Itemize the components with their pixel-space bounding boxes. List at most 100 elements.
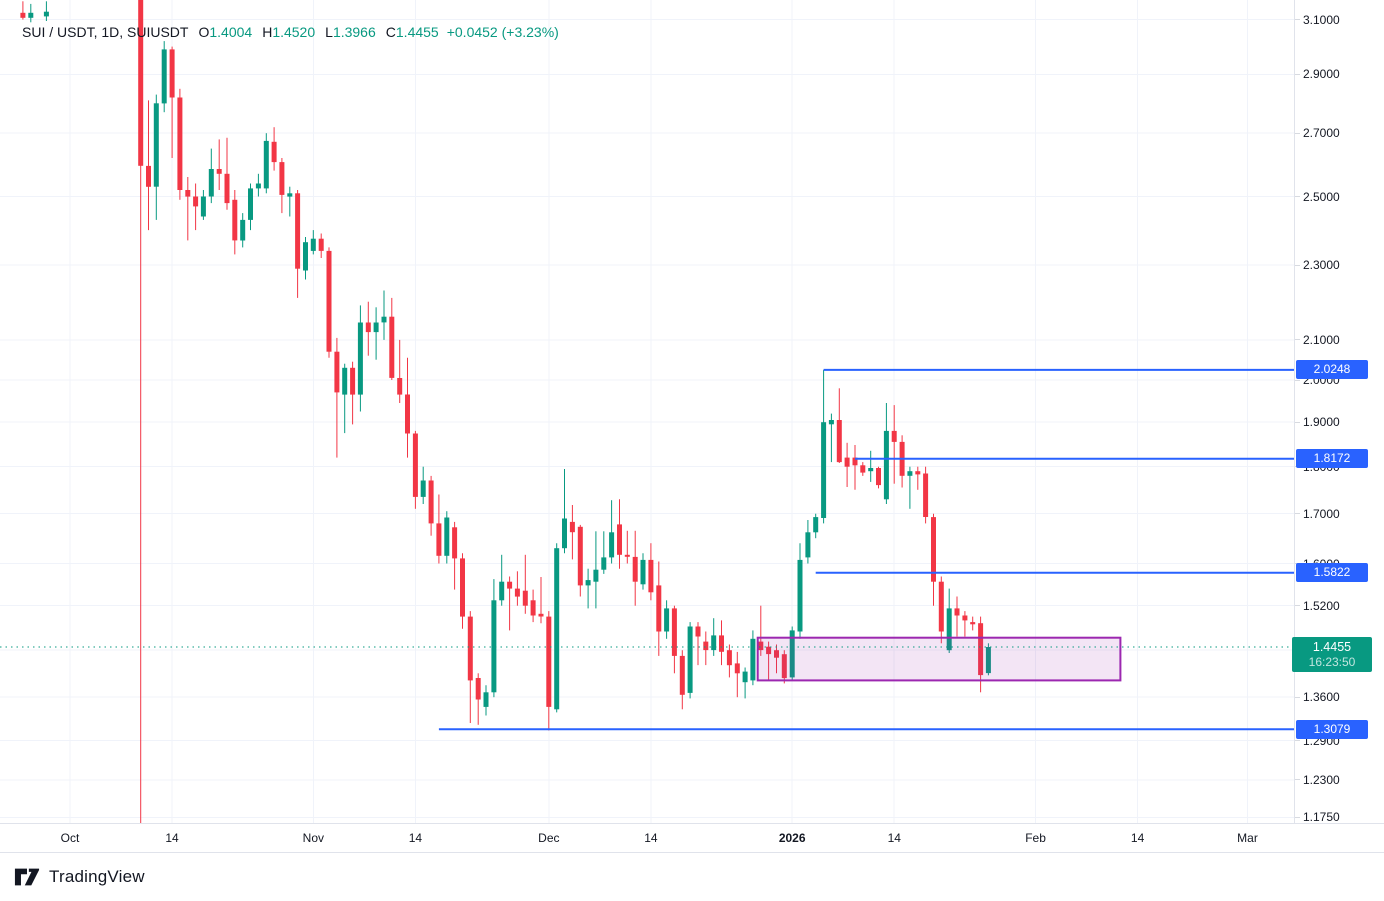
candle[interactable]: [507, 576, 513, 631]
candle[interactable]: [263, 133, 269, 194]
candle[interactable]: [907, 466, 913, 509]
candle[interactable]: [310, 230, 316, 255]
candle[interactable]: [483, 685, 489, 716]
candle[interactable]: [679, 650, 685, 710]
candle[interactable]: [200, 190, 206, 220]
candle[interactable]: [931, 513, 936, 606]
candle[interactable]: [444, 511, 450, 564]
candle[interactable]: [774, 644, 779, 674]
candle[interactable]: [303, 237, 308, 280]
candle[interactable]: [475, 673, 481, 725]
candle[interactable]: [530, 589, 536, 623]
candle[interactable]: [248, 183, 253, 231]
candle[interactable]: [766, 641, 772, 681]
candle[interactable]: [734, 651, 740, 698]
candle[interactable]: [365, 301, 371, 356]
candle[interactable]: [208, 148, 214, 204]
candle[interactable]: [326, 247, 332, 358]
candle[interactable]: [138, 0, 144, 823]
candle[interactable]: [719, 620, 724, 666]
candle[interactable]: [436, 494, 442, 564]
candle[interactable]: [169, 46, 175, 158]
candle[interactable]: [428, 475, 434, 536]
candle[interactable]: [601, 531, 607, 574]
candle[interactable]: [805, 520, 811, 564]
price-chart-pane[interactable]: SUI / USDT, 1D, SUIUSDT O1.4004 H1.4520 L1.…: [0, 0, 1294, 823]
candle[interactable]: [726, 644, 732, 678]
candle[interactable]: [703, 631, 709, 666]
candle[interactable]: [255, 173, 261, 197]
candle[interactable]: [412, 430, 418, 509]
candle[interactable]: [899, 435, 905, 488]
candle[interactable]: [852, 445, 858, 490]
candle[interactable]: [648, 543, 654, 601]
candle[interactable]: [381, 290, 387, 340]
candle[interactable]: [828, 413, 834, 463]
candle[interactable]: [891, 405, 897, 484]
price-axis[interactable]: 3.1000 2.9000 2.7000 2.5000 2.3000 2.1000 2.00…: [1292, 0, 1384, 853]
candle[interactable]: [954, 596, 960, 637]
candle[interactable]: [970, 616, 976, 631]
candle[interactable]: [342, 363, 348, 434]
candle[interactable]: [185, 177, 191, 241]
time-axis[interactable]: Oct 14 Nov 14 Dec 14 2026 14 Feb 14 Mar: [0, 823, 1384, 853]
candle[interactable]: [609, 500, 615, 564]
candle[interactable]: [985, 643, 991, 676]
candle[interactable]: [577, 524, 583, 597]
tradingview-logo[interactable]: TradingView: [14, 865, 145, 889]
candle[interactable]: [883, 403, 889, 504]
candle[interactable]: [758, 605, 764, 656]
candle[interactable]: [946, 588, 952, 653]
candle[interactable]: [711, 618, 717, 656]
candles-layer[interactable]: [20, 0, 991, 823]
candle[interactable]: [350, 361, 356, 425]
candle[interactable]: [624, 530, 630, 564]
candle[interactable]: [153, 94, 159, 220]
candle[interactable]: [460, 553, 465, 629]
candle[interactable]: [546, 611, 552, 731]
candlestick-chart[interactable]: [0, 0, 1294, 823]
candle[interactable]: [593, 531, 599, 609]
candle[interactable]: [860, 462, 866, 476]
candle[interactable]: [271, 127, 277, 171]
candle[interactable]: [43, 1, 49, 21]
candle[interactable]: [742, 667, 748, 699]
candle[interactable]: [632, 530, 638, 606]
candle[interactable]: [876, 466, 881, 489]
candle[interactable]: [373, 307, 379, 360]
candle[interactable]: [161, 41, 167, 113]
candle[interactable]: [938, 576, 944, 644]
candle[interactable]: [467, 611, 473, 723]
candle[interactable]: [295, 190, 301, 298]
candle[interactable]: [656, 561, 662, 656]
candle[interactable]: [915, 466, 921, 490]
candle[interactable]: [687, 622, 693, 699]
candle[interactable]: [640, 553, 646, 590]
candle[interactable]: [844, 442, 850, 487]
candle[interactable]: [146, 100, 151, 231]
candle[interactable]: [781, 650, 787, 684]
candle[interactable]: [923, 466, 929, 524]
candle[interactable]: [538, 577, 544, 624]
candle[interactable]: [452, 521, 458, 590]
candle[interactable]: [499, 554, 505, 606]
candle[interactable]: [585, 568, 591, 609]
candle[interactable]: [28, 3, 34, 23]
candle[interactable]: [522, 554, 528, 614]
candle[interactable]: [405, 357, 410, 458]
candle[interactable]: [868, 450, 874, 482]
candle[interactable]: [836, 388, 842, 463]
candle[interactable]: [664, 600, 670, 639]
candle[interactable]: [177, 88, 183, 200]
candle[interactable]: [514, 571, 520, 606]
candle[interactable]: [232, 190, 238, 255]
candle[interactable]: [240, 213, 246, 248]
candle[interactable]: [671, 605, 677, 674]
candle[interactable]: [397, 339, 403, 403]
candle[interactable]: [193, 183, 199, 231]
candle[interactable]: [554, 543, 560, 713]
candle[interactable]: [20, 1, 26, 20]
candle[interactable]: [318, 233, 324, 259]
candle[interactable]: [224, 137, 230, 210]
candle[interactable]: [357, 305, 363, 412]
